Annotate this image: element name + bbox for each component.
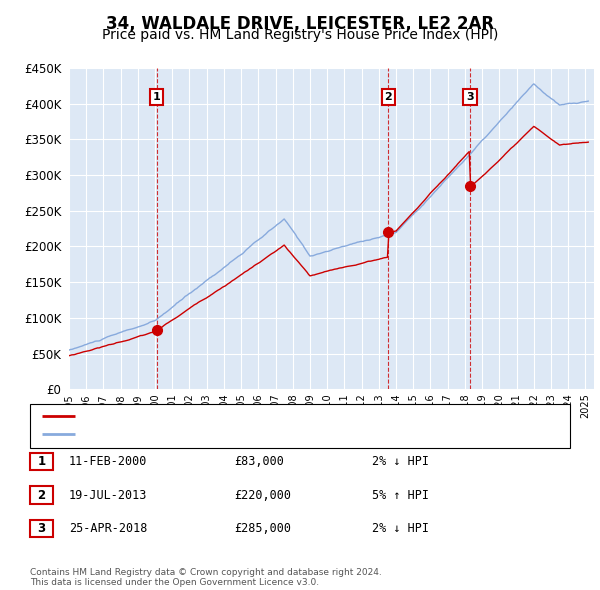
Text: 34, WALDALE DRIVE, LEICESTER, LE2 2AR: 34, WALDALE DRIVE, LEICESTER, LE2 2AR — [106, 15, 494, 33]
Text: £83,000: £83,000 — [234, 455, 284, 468]
Text: 3: 3 — [37, 522, 46, 535]
Text: 1: 1 — [153, 92, 161, 102]
Text: 3: 3 — [466, 92, 474, 102]
Text: 34, WALDALE DRIVE, LEICESTER, LE2 2AR (detached house): 34, WALDALE DRIVE, LEICESTER, LE2 2AR (d… — [84, 411, 418, 421]
Text: £285,000: £285,000 — [234, 522, 291, 535]
Text: HPI: Average price, detached house, Leicester: HPI: Average price, detached house, Leic… — [84, 429, 341, 438]
Text: 5% ↑ HPI: 5% ↑ HPI — [372, 489, 429, 502]
Text: 1: 1 — [37, 455, 46, 468]
Text: 19-JUL-2013: 19-JUL-2013 — [69, 489, 148, 502]
Text: 2: 2 — [385, 92, 392, 102]
Text: 2: 2 — [37, 489, 46, 502]
Text: Price paid vs. HM Land Registry's House Price Index (HPI): Price paid vs. HM Land Registry's House … — [102, 28, 498, 42]
Text: 11-FEB-2000: 11-FEB-2000 — [69, 455, 148, 468]
Text: 2% ↓ HPI: 2% ↓ HPI — [372, 522, 429, 535]
Text: £220,000: £220,000 — [234, 489, 291, 502]
Text: Contains HM Land Registry data © Crown copyright and database right 2024.
This d: Contains HM Land Registry data © Crown c… — [30, 568, 382, 587]
Text: 25-APR-2018: 25-APR-2018 — [69, 522, 148, 535]
Text: 2% ↓ HPI: 2% ↓ HPI — [372, 455, 429, 468]
